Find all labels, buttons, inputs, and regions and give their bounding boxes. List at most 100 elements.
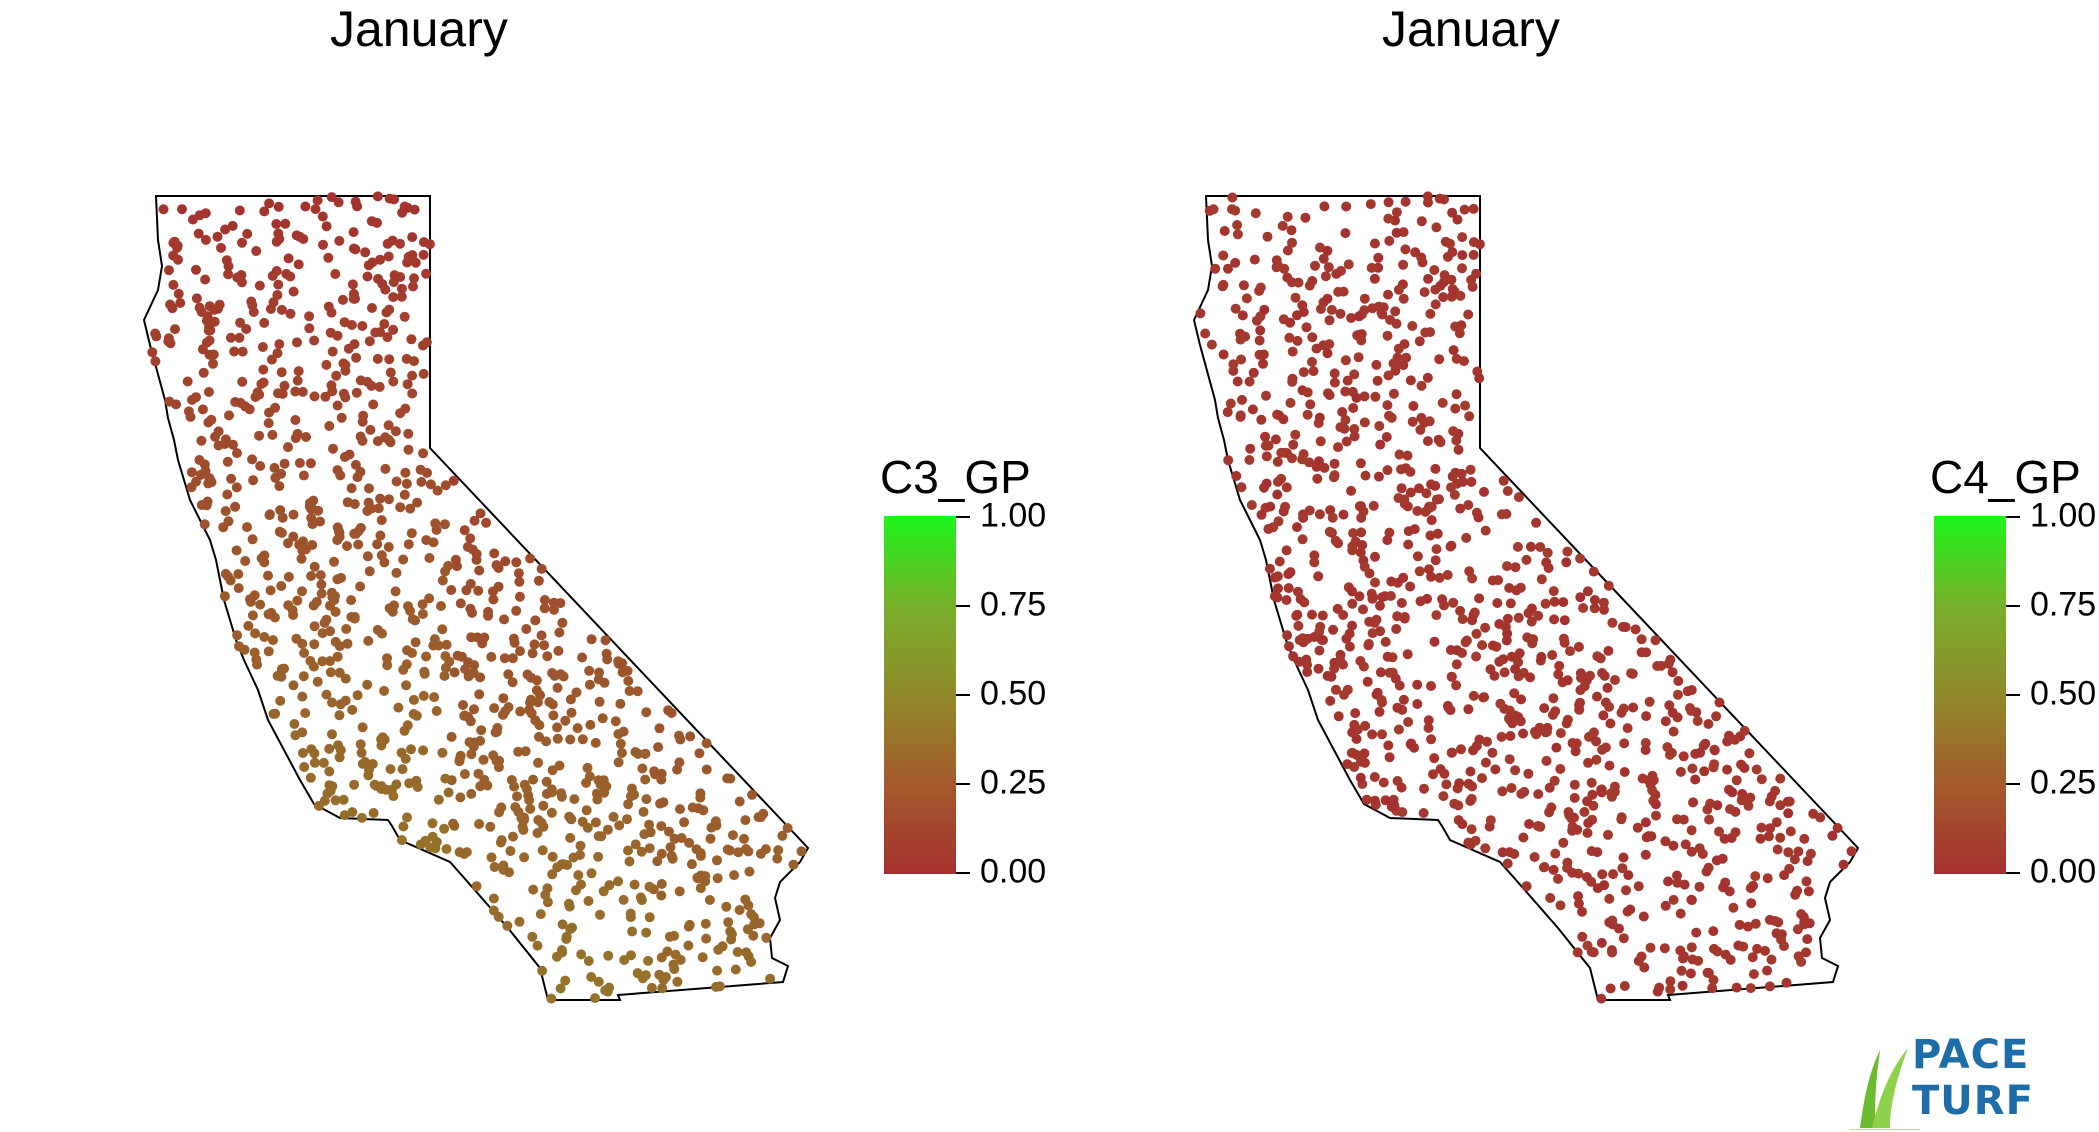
station-dot [1422,436,1433,447]
station-dot [669,964,680,975]
station-dot [1319,201,1330,212]
station-dot [1326,304,1337,315]
station-dot [1541,755,1552,766]
station-dot [187,394,197,405]
station-dot [467,544,478,555]
station-dot [452,561,462,572]
station-dot [1617,863,1628,874]
station-dot [201,315,212,326]
station-dot [551,951,562,962]
station-dot [468,667,479,678]
station-dot [714,981,725,992]
station-dot [584,665,595,676]
station-dot [263,570,273,581]
station-dot [486,651,497,662]
station-dot [1549,596,1560,607]
station-dot [1577,931,1588,942]
station-dot [727,830,738,841]
station-dot [1457,250,1468,261]
station-dot [418,690,429,701]
station-dot [1781,977,1792,988]
station-dot [1832,823,1843,833]
station-dot [290,730,301,741]
station-dot [1442,570,1453,580]
station-dot [171,399,181,410]
station-dot [1465,464,1476,475]
station-dot [1686,825,1697,836]
station-dot [635,892,646,903]
station-dot [258,364,269,375]
station-dot [1256,509,1267,520]
station-dot [1342,375,1353,386]
legend-tick-label: 0.75 [980,585,1047,624]
station-dot [1346,485,1357,496]
station-dot [502,920,513,931]
station-dot [398,664,409,675]
station-dot [1547,650,1558,660]
station-dot [1533,789,1544,800]
station-dot [1331,268,1342,279]
station-dot [1693,955,1704,966]
station-dot [274,526,285,537]
station-dot [695,788,706,799]
station-dot [1468,203,1479,214]
station-dot [365,424,376,435]
station-dot [598,775,609,786]
station-dot [1244,376,1255,387]
station-dot [289,719,300,729]
station-dot [440,480,451,491]
station-dot [1276,473,1287,484]
station-dot [1423,273,1434,284]
station-dot [640,970,651,981]
station-dot [366,216,377,227]
station-dot [332,535,343,546]
station-dot [655,798,666,809]
station-dot [459,769,470,780]
station-dot [726,934,737,945]
station-dot [1569,792,1580,803]
station-dot [235,317,246,328]
station-dot [1578,603,1589,613]
station-dot [1592,691,1602,702]
station-dot [560,715,571,726]
station-dot [1569,739,1580,750]
station-dot [1283,583,1294,594]
station-dot [547,765,558,776]
station-dot [1545,893,1556,903]
station-dot [1573,891,1584,902]
station-dot [1315,436,1326,447]
station-dot [564,811,575,822]
station-dot [1320,271,1331,282]
station-dot [515,646,525,657]
station-dot [522,669,533,680]
station-dot [625,908,636,919]
station-dot [439,670,450,681]
station-dot [396,835,407,846]
station-dot [1328,472,1339,483]
station-dot [1375,626,1386,637]
station-dot [380,284,391,295]
station-dot [222,456,233,467]
station-dot [1457,263,1467,274]
station-dot [1377,729,1387,740]
station-dot [491,726,502,737]
station-dot [1403,526,1414,537]
station-dot [235,397,246,408]
station-dot [1375,439,1386,450]
station-dot [519,814,530,825]
station-dot [1323,388,1333,399]
station-dot [376,740,387,751]
station-dot [1505,731,1516,741]
station-dot [471,881,482,892]
station-dot [1784,863,1795,874]
station-dot [1477,640,1488,651]
station-dot [280,218,291,229]
station-dot [407,232,418,243]
station-dot [765,973,776,984]
station-dot [1660,716,1671,727]
station-dot [408,709,419,719]
station-dot [593,976,604,987]
station-dot [1585,670,1595,681]
station-dot [170,324,180,335]
legend-tick [956,783,970,785]
